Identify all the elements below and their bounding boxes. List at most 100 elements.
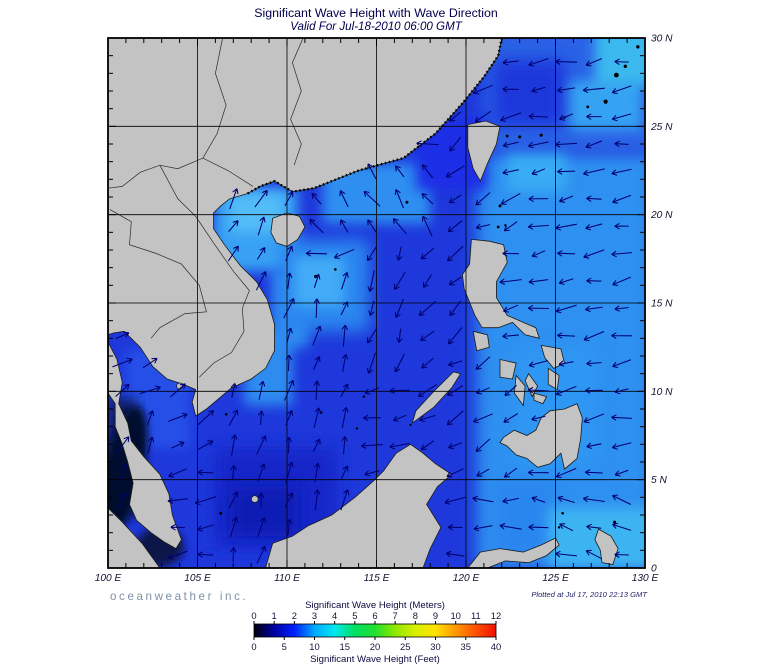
wave-direction-arrow — [504, 384, 517, 397]
wave-direction-arrow — [582, 86, 605, 94]
wave-direction-arrow — [557, 332, 576, 339]
wave-direction-arrow — [313, 298, 320, 318]
wave-direction-arrow — [555, 550, 578, 558]
lat-axis-label: 15 N — [651, 299, 673, 310]
lon-axis-label: 110 E — [274, 573, 300, 584]
wave-direction-arrow — [417, 383, 437, 398]
wave-direction-arrow — [555, 58, 578, 65]
legend-meter-tick-label: 10 — [450, 610, 460, 621]
legend-feet-tick-label: 25 — [400, 641, 410, 652]
wave-direction-arrow — [168, 468, 188, 478]
wave-direction-arrow — [585, 223, 603, 231]
wave-direction-arrow — [472, 84, 493, 95]
landmass-halmahera — [594, 528, 619, 565]
wave-direction-arrow — [446, 468, 464, 478]
landmass-hainan — [270, 212, 306, 247]
wave-direction-arrow — [503, 304, 519, 313]
wave-direction-arrow — [527, 386, 549, 394]
wave-height-shade — [569, 80, 642, 130]
small-island — [623, 64, 628, 68]
wave-direction-arrow — [341, 435, 348, 455]
lon-axis-label: 125 E — [542, 573, 569, 584]
wave-direction-arrow — [612, 522, 632, 531]
legend-feet-tick-label: 5 — [282, 641, 287, 652]
wave-direction-arrow — [194, 496, 217, 506]
wave-direction-arrow — [228, 409, 239, 427]
legend-meter-tick-label: 8 — [413, 610, 418, 621]
wave-direction-arrow — [472, 413, 493, 424]
wave-direction-arrow — [257, 492, 265, 508]
china-rocky-coastline — [247, 38, 503, 195]
wave-direction-arrow — [611, 250, 632, 258]
island — [176, 382, 183, 390]
malacca-dark-shade — [108, 406, 148, 532]
wave-direction-arrow — [614, 305, 629, 312]
legend-feet-tick-label: 35 — [461, 641, 471, 652]
wave-direction-arrow — [449, 136, 462, 152]
wave-direction-arrow — [527, 304, 549, 312]
wave-direction-arrow — [502, 58, 519, 66]
wave-direction-arrow — [528, 113, 549, 120]
wave-direction-arrow — [258, 380, 266, 400]
landmass-samar — [540, 344, 565, 369]
legend-meter-tick-label: 5 — [352, 610, 357, 621]
wave-direction-arrow — [502, 332, 519, 340]
wave-direction-arrow — [339, 190, 349, 208]
small-island — [334, 268, 337, 271]
wave-direction-arrow — [614, 387, 629, 395]
wave-direction-arrow — [231, 434, 238, 456]
legend-meter-tick-label: 11 — [471, 610, 481, 621]
small-island — [539, 133, 543, 137]
wave-direction-arrow — [611, 414, 632, 421]
wave-direction-arrow-layer — [112, 58, 632, 564]
wave-direction-arrow — [528, 360, 549, 368]
wave-direction-arrow — [285, 436, 293, 454]
wave-direction-arrow — [557, 86, 576, 94]
wave-direction-arrow — [420, 330, 435, 342]
small-island — [586, 105, 590, 109]
wave-height-shade — [229, 486, 298, 537]
wave-direction-arrow — [139, 385, 161, 395]
wave-direction-arrow — [446, 245, 464, 262]
wave-direction-arrow — [612, 494, 632, 505]
wave-direction-arrow — [340, 301, 349, 316]
wave-direction-arrow — [257, 216, 266, 236]
wave-direction-arrow — [611, 113, 632, 122]
axis-label-layer: 100 E 105 E 110 E 115 E 120 E 125 E 130 E0 5 N 1… — [95, 34, 673, 585]
wave-direction-arrow — [119, 463, 127, 482]
wave-direction-arrow — [531, 86, 546, 94]
wave-direction-arrow — [418, 300, 437, 317]
wave-direction-arrow — [584, 469, 603, 476]
wave-direction-arrow — [558, 278, 574, 285]
lat-axis-label: 5 N — [651, 475, 667, 486]
small-island — [613, 72, 619, 78]
legend-feet-tick-label: 40 — [491, 641, 501, 652]
wave-direction-arrow — [230, 383, 238, 398]
wave-direction-arrow — [499, 278, 522, 285]
small-island — [603, 99, 608, 104]
landmass-sulawesi — [467, 537, 560, 568]
wave-direction-arrow — [503, 413, 518, 423]
wave-direction-arrow — [499, 523, 522, 530]
wave-direction-arrow — [197, 440, 214, 450]
wave-direction-arrow — [283, 298, 295, 319]
wave-direction-arrow — [366, 352, 376, 374]
wave-direction-arrow — [420, 247, 435, 260]
wave-direction-arrow — [284, 191, 294, 206]
wave-direction-arrow — [528, 523, 549, 531]
lat-axis-label: 10 N — [651, 387, 673, 398]
wave-direction-arrow — [449, 300, 462, 317]
wave-direction-arrow — [586, 113, 602, 120]
landmass-bohol — [533, 392, 548, 405]
wave-direction-arrow — [368, 300, 375, 316]
wave-direction-arrow — [254, 189, 268, 208]
wave-direction-arrow — [448, 194, 462, 204]
lon-axis-label: 105 E — [184, 573, 211, 584]
wave-direction-arrow — [115, 436, 130, 455]
wave-direction-arrow — [531, 415, 546, 422]
wave-direction-arrow — [197, 469, 214, 476]
country-border — [108, 157, 254, 189]
wave-direction-arrow — [449, 111, 462, 122]
wave-direction-arrow — [502, 497, 519, 504]
